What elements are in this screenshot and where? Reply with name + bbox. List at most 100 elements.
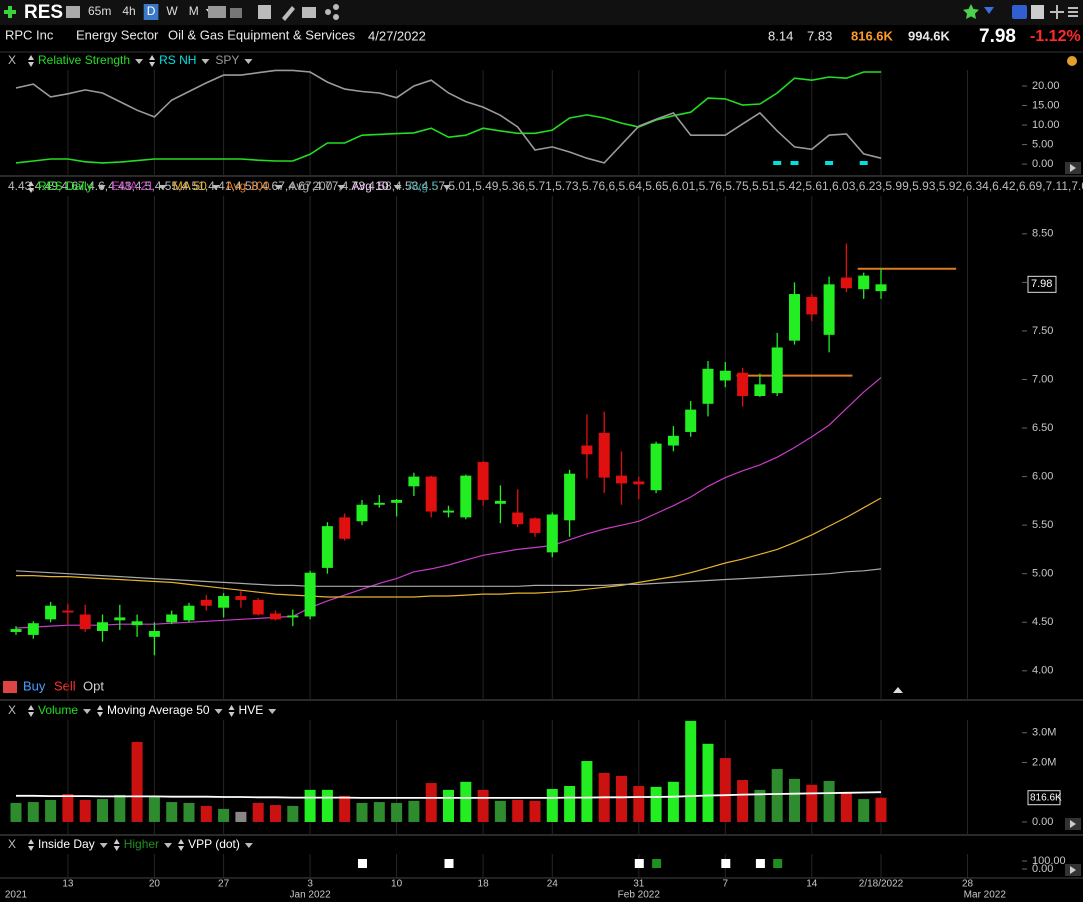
dropdown-arrow[interactable] (97, 185, 106, 190)
interval-button[interactable]: 4h (122, 4, 135, 18)
notes-icon[interactable] (302, 7, 316, 18)
add-icon[interactable] (4, 6, 16, 18)
move-icon[interactable] (1050, 5, 1064, 19)
share-icon[interactable] (325, 9, 331, 15)
legend-item[interactable]: RS NH (159, 53, 196, 67)
legend-item[interactable]: Moving Average 50 (107, 703, 210, 717)
dropdown-arrow[interactable] (135, 59, 144, 64)
volume-bar (183, 802, 195, 822)
s-icon[interactable] (1012, 5, 1027, 19)
dropdown-arrow[interactable] (164, 843, 173, 848)
close-panel[interactable]: X (8, 53, 16, 67)
dropdown-arrow[interactable] (201, 59, 210, 64)
dropdown-arrow[interactable] (393, 185, 402, 190)
legend-item[interactable]: Relative Strength (38, 53, 130, 67)
alert-icon[interactable] (66, 6, 80, 18)
interval-button[interactable]: W (166, 4, 178, 18)
volume-bar (425, 783, 437, 822)
dropdown-arrow[interactable] (244, 843, 253, 848)
candle-body (529, 518, 541, 533)
move-handle[interactable] (228, 705, 235, 717)
move-handle[interactable] (28, 705, 34, 717)
move-handle[interactable] (28, 839, 34, 851)
candle-body (339, 517, 351, 539)
x-tick-label: 14 (806, 879, 818, 890)
buy-button[interactable]: Buy (23, 678, 46, 693)
volume-bar (823, 780, 835, 822)
legend-item[interactable]: VPP (dot) (188, 837, 240, 851)
volume-bar (581, 761, 593, 822)
moving-average (15, 377, 882, 629)
close-panel[interactable]: X (8, 703, 16, 717)
x-tick-label: 3 (307, 879, 313, 890)
interval-button[interactable]: D (147, 4, 156, 18)
price-tag-label: 7.98 (1031, 278, 1052, 290)
draw-icon[interactable] (282, 6, 295, 21)
dropdown-arrow[interactable] (158, 185, 167, 190)
legend-item[interactable]: MA 50 (173, 179, 207, 193)
scroll-marker[interactable] (893, 687, 903, 693)
legend-item[interactable]: Avg 5 (408, 179, 439, 193)
candle-body (166, 614, 178, 623)
options-button[interactable]: Opt (83, 678, 104, 693)
save-icon[interactable] (1031, 5, 1044, 19)
palette-icon[interactable] (1067, 56, 1077, 66)
candle-body (287, 615, 299, 618)
move-handle[interactable] (178, 839, 185, 851)
move-handle[interactable] (28, 55, 34, 67)
volume-bar (789, 778, 800, 822)
legend-item[interactable]: Avg 100 (226, 179, 270, 193)
volume-bar (702, 743, 714, 822)
chart-type-icon[interactable] (208, 6, 226, 18)
dropdown-arrow[interactable] (337, 185, 346, 190)
move-handle[interactable] (97, 705, 104, 717)
close-panel[interactable]: X (8, 837, 16, 851)
sell-button[interactable]: Sell (54, 678, 76, 693)
volume-bar (373, 802, 385, 822)
calc-icon[interactable] (258, 5, 271, 19)
volume-bar (477, 789, 489, 822)
legend-item[interactable]: Inside Day (38, 837, 95, 851)
volume-bar (771, 769, 783, 822)
interval-button[interactable]: M (189, 4, 199, 18)
legend-item[interactable]: HVE (239, 703, 264, 717)
dropdown-arrow[interactable] (214, 709, 223, 714)
legend-item[interactable]: Avg 10 (351, 179, 388, 193)
move-handle[interactable] (113, 839, 120, 851)
rt-icon[interactable] (984, 7, 994, 14)
dropdown-arrow[interactable] (99, 843, 108, 848)
legend-item[interactable]: Higher (124, 837, 159, 851)
interval-button[interactable]: 65m (88, 4, 111, 18)
legend-item[interactable]: RES Daily (38, 179, 93, 193)
legend-item[interactable]: SPY (215, 53, 239, 67)
dropdown-arrow[interactable] (244, 59, 253, 64)
share-icon[interactable] (333, 4, 339, 10)
day-low: 7.83 (807, 28, 832, 43)
candle-body (460, 475, 472, 518)
candle-body (546, 514, 558, 553)
legend-item[interactable]: Volume (38, 703, 78, 717)
trade-icon[interactable] (3, 681, 17, 693)
move-handle[interactable] (28, 181, 34, 193)
signal-dot (634, 859, 644, 868)
candle-body (114, 617, 126, 621)
dropdown-arrow[interactable] (274, 185, 283, 190)
legend-item[interactable]: Avg 200 (289, 179, 333, 193)
star-icon[interactable] (963, 4, 979, 19)
volume-bar (79, 799, 91, 822)
y-tick-label: 6.50 (1032, 422, 1053, 434)
dropdown-arrow[interactable] (268, 709, 277, 714)
candle-body (719, 370, 731, 381)
candle-body (408, 476, 420, 487)
candle-body (754, 384, 766, 397)
bars-icon[interactable] (230, 8, 242, 18)
menu-icon[interactable] (1068, 7, 1078, 17)
volume-bar (806, 784, 818, 822)
close-panel[interactable]: 4.43,4.49,4.67,4.6,4.43,4.5,4.55,4.51,4.… (8, 179, 1083, 193)
legend-item[interactable]: EMA 21 (112, 179, 154, 193)
dropdown-arrow[interactable] (83, 709, 92, 714)
move-handle[interactable] (149, 55, 156, 67)
share-icon[interactable] (333, 14, 339, 20)
dropdown-arrow[interactable] (443, 185, 452, 190)
dropdown-arrow[interactable] (211, 185, 220, 190)
